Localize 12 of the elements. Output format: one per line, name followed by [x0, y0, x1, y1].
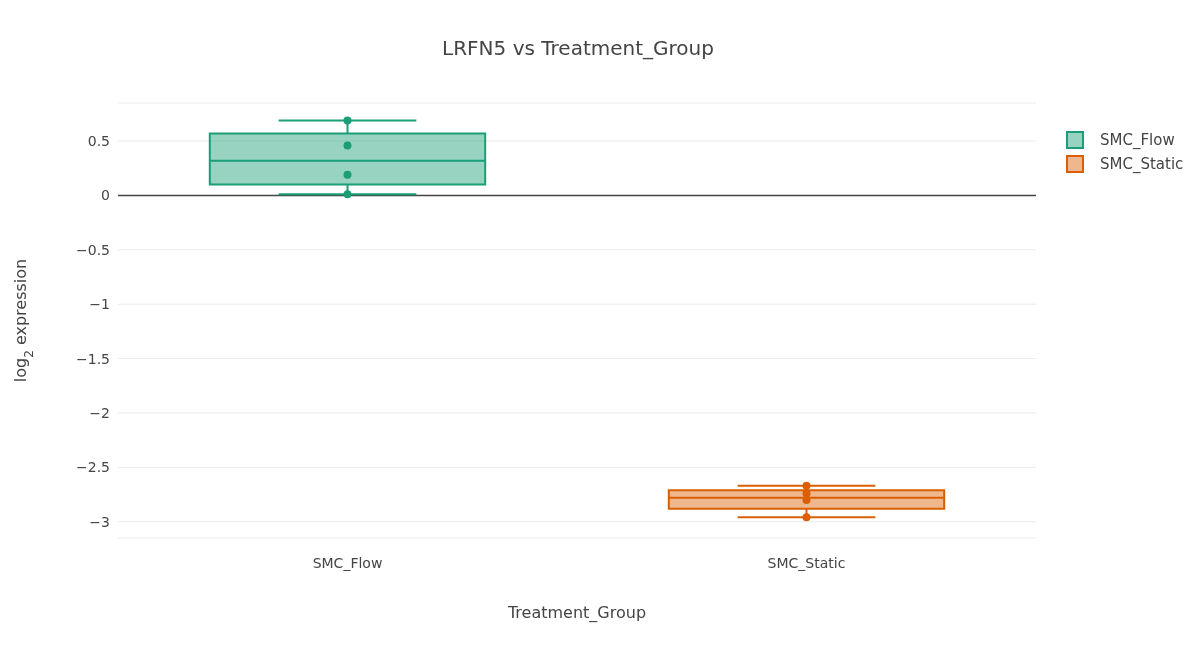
y-tick-label: −2 [89, 404, 110, 421]
chart-title: LRFN5 vs Treatment_Group [441, 36, 715, 60]
y-tick-label: −2.5 [76, 459, 110, 476]
y-tick-label: 0.5 [87, 133, 110, 150]
y-tick-label: −3 [89, 513, 110, 530]
y-tick-label: −1.5 [76, 350, 110, 367]
x-axis-title: Treatment_Group [506, 603, 647, 623]
legend-label: SMC_Flow [1100, 131, 1175, 149]
y-tick-label: 0 [101, 187, 110, 204]
y-tick-label: −0.5 [76, 241, 110, 258]
y-tick-label: −1 [89, 296, 110, 313]
legend-label: SMC_Static [1100, 155, 1184, 173]
